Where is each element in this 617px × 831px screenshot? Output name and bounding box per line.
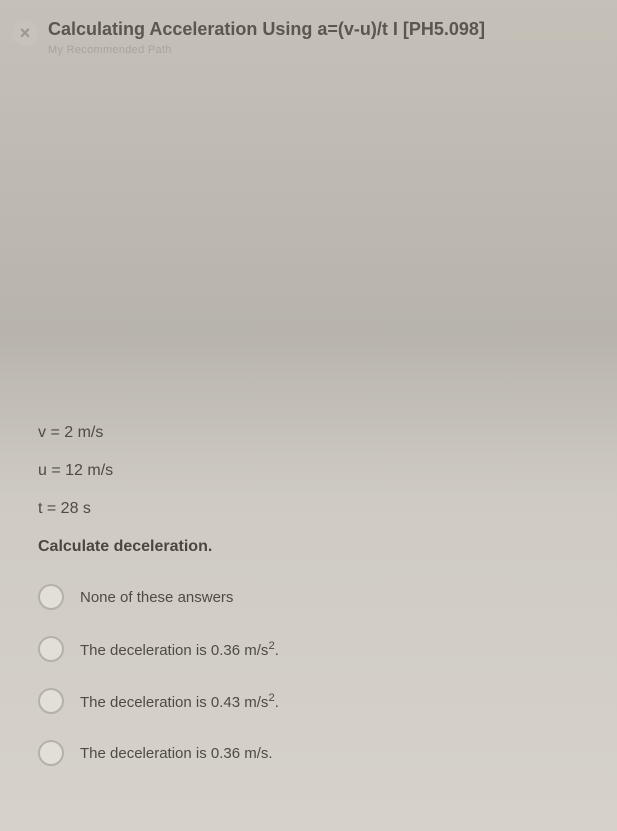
option-label: The deceleration is 0.36 m/s2. [80, 640, 279, 659]
option-3[interactable]: The deceleration is 0.36 m/s. [38, 740, 591, 766]
radio-icon [38, 688, 64, 714]
close-button[interactable]: × [12, 20, 38, 46]
given-u: u = 12 m/s [38, 462, 591, 480]
radio-icon [38, 740, 64, 766]
radio-icon [38, 584, 64, 610]
option-0[interactable]: None of these answers [38, 584, 591, 610]
given-t: t = 28 s [38, 500, 591, 518]
page-root: × Calculating Acceleration Using a=(v-u)… [0, 0, 617, 831]
radio-icon [38, 636, 64, 662]
page-title: Calculating Acceleration Using a=(v-u)/t… [48, 18, 601, 41]
option-label: None of these answers [80, 589, 233, 606]
header: × Calculating Acceleration Using a=(v-u)… [0, 0, 617, 64]
question-block: v = 2 m/s u = 12 m/s t = 28 s Calculate … [0, 424, 617, 766]
given-v: v = 2 m/s [38, 424, 591, 442]
option-2[interactable]: The deceleration is 0.43 m/s2. [38, 688, 591, 714]
title-block: Calculating Acceleration Using a=(v-u)/t… [48, 18, 601, 56]
breadcrumb: My Recommended Path [48, 44, 601, 56]
close-icon: × [20, 23, 31, 44]
option-label: The deceleration is 0.36 m/s. [80, 745, 273, 762]
question-prompt: Calculate deceleration. [38, 538, 591, 556]
media-spacer [0, 64, 617, 424]
option-1[interactable]: The deceleration is 0.36 m/s2. [38, 636, 591, 662]
option-label: The deceleration is 0.43 m/s2. [80, 692, 279, 711]
